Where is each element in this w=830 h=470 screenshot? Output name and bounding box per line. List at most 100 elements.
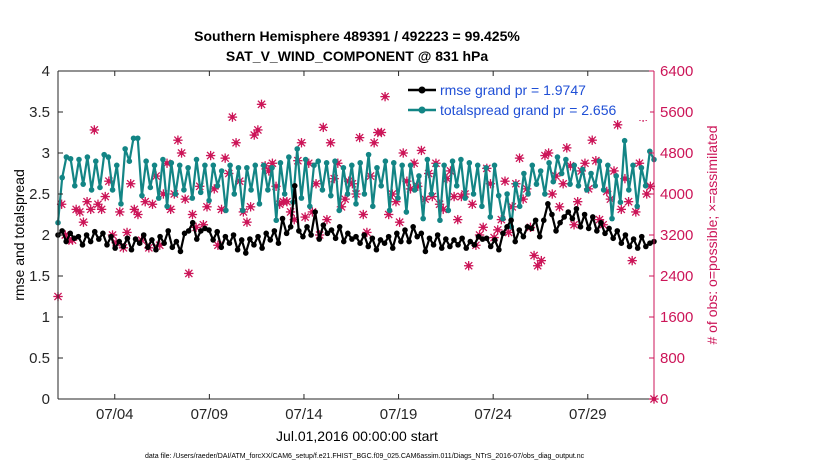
rmse-point: [340, 238, 347, 245]
obs-assimilated-marker: [75, 207, 85, 217]
obs-assimilated-marker: [202, 202, 212, 212]
rmse-point: [602, 230, 608, 237]
rmse-point: [491, 237, 498, 243]
rmse-point: [540, 217, 547, 224]
rmse-point: [177, 248, 184, 255]
obs-assimilated-marker: [300, 212, 310, 222]
obs-assimilated-marker: [126, 179, 136, 189]
rmse-point: [308, 232, 314, 238]
rmse-point: [532, 217, 539, 224]
rmse-point: [418, 230, 425, 237]
rmse-point: [218, 244, 225, 251]
rmse-point: [255, 233, 261, 240]
data-file-footnote: data file: /Users/raeder/DAI/ATM_forcXX/…: [145, 453, 585, 460]
totalspread-point: [269, 164, 275, 171]
y-right-tick-label: 5600: [660, 104, 693, 121]
rmse-point: [561, 214, 567, 220]
obs-assimilated-marker: [416, 145, 427, 156]
totalspread-point: [244, 164, 250, 171]
totalspread-point: [395, 195, 401, 201]
totalspread-point: [168, 160, 175, 166]
totalspread-point: [218, 168, 225, 174]
totalspread-point: [202, 162, 208, 169]
rmse-point: [422, 248, 429, 255]
totalspread-point: [97, 184, 103, 191]
totalspread-point: [155, 195, 162, 201]
legend: rmse grand pr = 1.9747 totalspread grand…: [404, 78, 650, 120]
rmse-point: [222, 233, 229, 240]
rmse-point: [463, 245, 470, 251]
totalspread-point: [453, 183, 460, 189]
rmse-point: [622, 232, 629, 238]
totalspread-point: [101, 151, 107, 158]
totalspread-point: [172, 191, 179, 197]
legend-rmse-marker: [418, 86, 426, 94]
rmse-point: [585, 225, 592, 232]
totalspread-point: [118, 201, 124, 207]
rmse-point: [259, 245, 265, 251]
rmse-point: [87, 238, 94, 245]
rmse-point: [198, 228, 204, 234]
rmse-point: [206, 227, 212, 233]
rmse-point: [520, 233, 527, 240]
totalspread-point: [617, 199, 624, 205]
totalspread-point: [521, 170, 527, 177]
totalspread-point: [281, 191, 288, 197]
obs-assimilated-marker: [358, 209, 368, 220]
rmse-point: [304, 224, 310, 230]
totalspread-point: [479, 203, 485, 210]
rmse-point: [389, 245, 396, 251]
totalspread-point: [567, 181, 573, 187]
totalspread-point: [286, 154, 292, 160]
rmse-point: [589, 214, 596, 220]
chart-title: Southern Hemisphere 489391 / 492223 = 99…: [194, 28, 520, 44]
rmse-point: [226, 240, 233, 246]
legend-box: [404, 78, 650, 120]
obs-assimilated-marker: [478, 222, 488, 232]
rmse-point: [467, 238, 474, 245]
totalspread-point: [105, 154, 112, 160]
obs-assimilated-marker: [180, 194, 190, 204]
totalspread-point: [176, 162, 183, 169]
obs-assimilated-marker: [376, 127, 387, 138]
totalspread-point: [260, 162, 267, 169]
rmse-point: [279, 215, 286, 222]
rmse-point: [614, 228, 621, 234]
obs-assimilated-marker: [627, 255, 637, 266]
rmse-point: [185, 228, 192, 234]
totalspread-point: [420, 215, 426, 222]
totalspread-point: [550, 178, 557, 185]
rmse-point: [320, 222, 327, 228]
rmse-point: [357, 240, 363, 246]
totalspread-point: [626, 187, 632, 193]
y-right-tick-label: 1600: [660, 309, 693, 326]
totalspread-point: [416, 173, 422, 179]
totalspread-point: [353, 201, 359, 207]
rmse-point: [296, 228, 302, 234]
y-left-tick-label: 4: [42, 63, 50, 80]
rmse-point: [508, 217, 514, 224]
totalspread-point: [206, 197, 212, 204]
totalspread-point: [109, 187, 116, 193]
obs-assimilated-marker: [322, 214, 332, 225]
rmse-point: [238, 237, 245, 243]
obs-assimilated-marker: [642, 189, 652, 199]
rmse-point: [377, 237, 384, 243]
obs-assimilated-marker: [256, 99, 267, 109]
rmse-point: [630, 236, 637, 242]
totalspread-point: [302, 156, 309, 163]
totalspread-point: [239, 207, 246, 214]
obs-assimilated-marker: [147, 199, 158, 209]
obs-assimilated-marker: [318, 122, 328, 133]
rmse-point: [275, 240, 282, 246]
obs-assimilated-marker: [165, 204, 176, 215]
rmse-point: [398, 238, 404, 245]
obs-assimilated-marker: [493, 225, 503, 235]
obs-assimilated-marker: [500, 176, 510, 186]
rmse-point: [157, 233, 163, 240]
totalspread-point: [554, 154, 561, 160]
totalspread-point: [357, 160, 363, 166]
totalspread-point: [403, 209, 410, 215]
y-left-tick-label: 2: [42, 227, 50, 244]
rmse-point: [406, 238, 412, 245]
